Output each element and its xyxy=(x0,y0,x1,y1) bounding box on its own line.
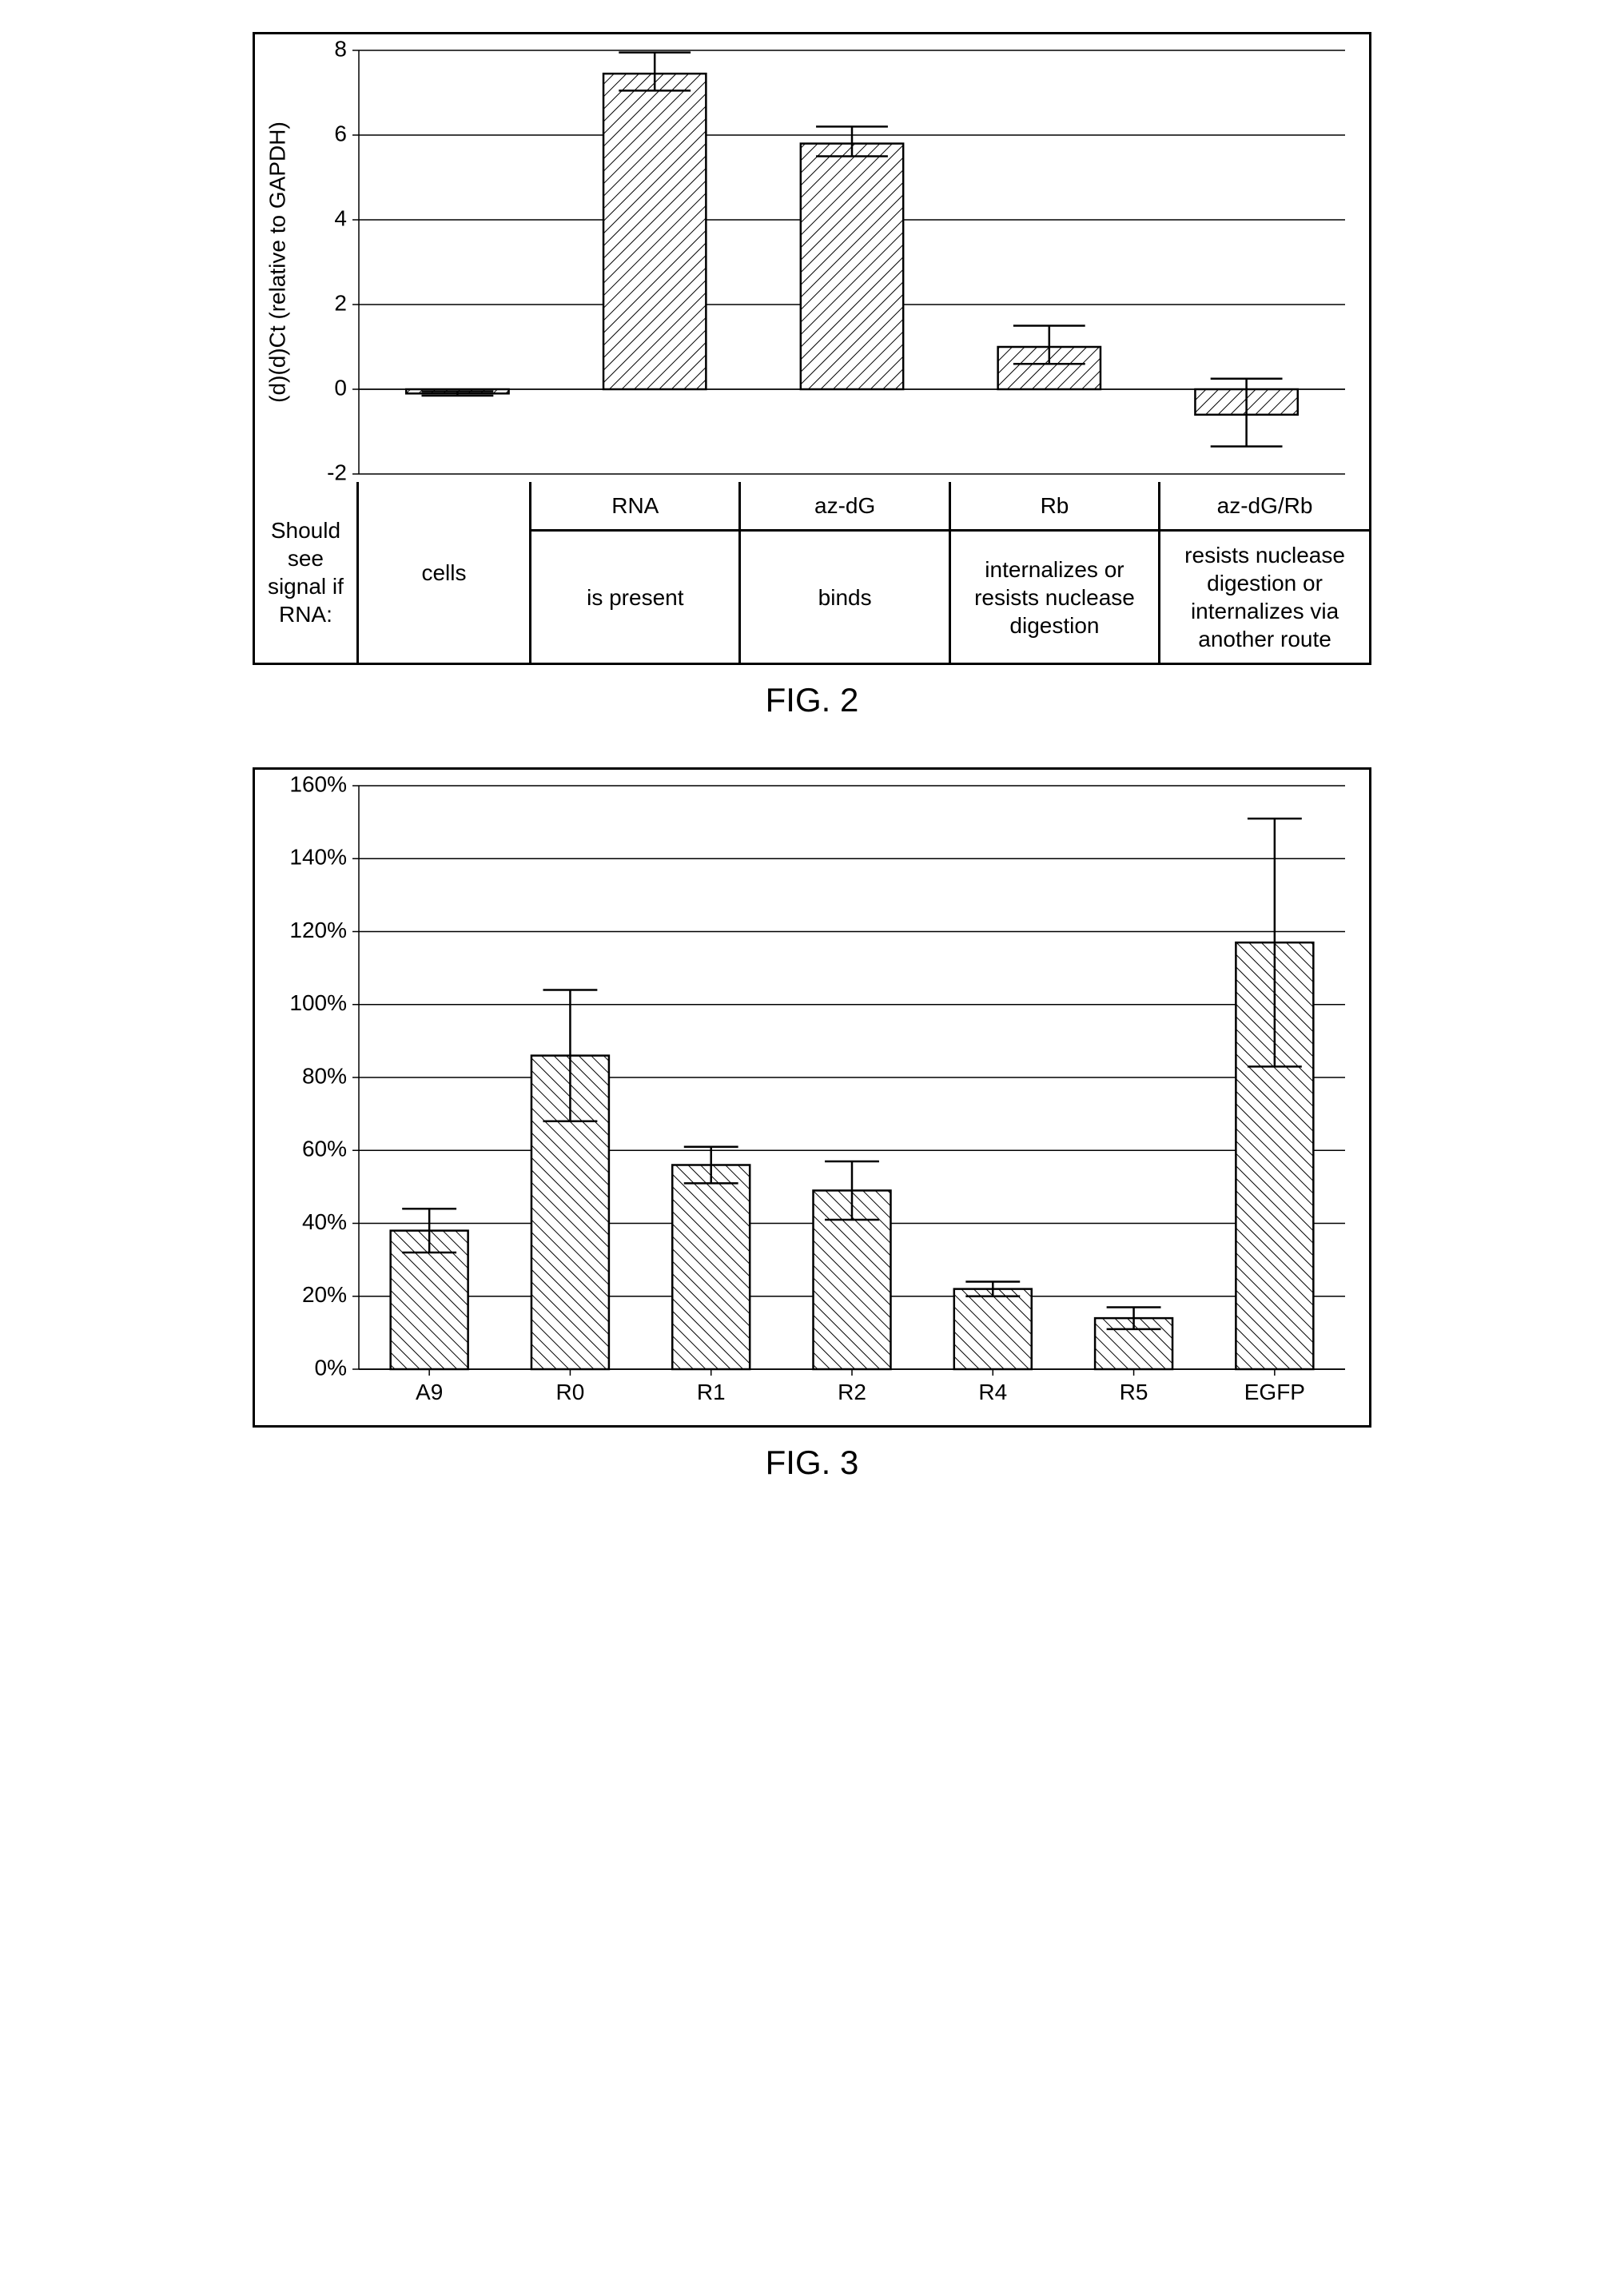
bar xyxy=(603,74,706,389)
y-tick-label: 140% xyxy=(289,845,347,870)
y-tick-label: 8 xyxy=(334,36,347,61)
bar xyxy=(954,1289,1032,1369)
fig2-table-header: cells xyxy=(357,482,530,663)
fig2-table: Should see signal if RNA:cellsRNAaz-dGRb… xyxy=(255,482,1369,663)
fig2-table-description: resists nuclease digestion or internaliz… xyxy=(1160,531,1369,663)
y-tick-label: 120% xyxy=(289,918,347,942)
figure-2: -2 0 2 4 6 8 (d)(d)Ct (relative to GAPDH) Shou… xyxy=(253,32,1371,719)
fig2-table-header: az-dG xyxy=(740,482,949,531)
y-tick-label: -2 xyxy=(327,460,347,482)
fig2-table-description: binds xyxy=(740,531,949,663)
y-tick-label: 40% xyxy=(302,1209,347,1234)
fig2-table-description: is present xyxy=(531,531,740,663)
x-tick-label: R0 xyxy=(556,1380,585,1404)
fig2-table-description: internalizes or resists nuclease digesti… xyxy=(949,531,1159,663)
fig3-chart: 0% 20% 40% 60% 80% 100% 120% 140% 160% A9 R0 R1 R2 R4… xyxy=(255,770,1369,1425)
fig3-panel: 0% 20% 40% 60% 80% 100% 120% 140% 160% A9 R0 R1 R2 R4… xyxy=(253,767,1371,1428)
y-axis-label: (d)(d)Ct (relative to GAPDH) xyxy=(265,121,289,403)
fig2-table-header: RNA xyxy=(531,482,740,531)
x-tick-label: R4 xyxy=(978,1380,1007,1404)
x-tick-label: R5 xyxy=(1120,1380,1148,1404)
figure-3: 0% 20% 40% 60% 80% 100% 120% 140% 160% A9 R0 R1 R2 R4… xyxy=(253,767,1371,1482)
y-tick-label: 0 xyxy=(334,375,347,400)
x-tick-label: EGFP xyxy=(1244,1380,1305,1404)
bar xyxy=(801,144,903,389)
y-tick-label: 2 xyxy=(334,290,347,315)
y-tick-label: 4 xyxy=(334,205,347,230)
fig3-caption: FIG. 3 xyxy=(253,1444,1371,1482)
fig2-table-header: Rb xyxy=(949,482,1159,531)
x-tick-label: R2 xyxy=(838,1380,866,1404)
y-tick-label: 0% xyxy=(315,1355,347,1380)
y-tick-label: 160% xyxy=(289,771,347,796)
fig2-chart: -2 0 2 4 6 8 (d)(d)Ct (relative to GAPDH) xyxy=(255,34,1369,482)
x-tick-label: A9 xyxy=(416,1380,443,1404)
bar xyxy=(672,1165,750,1370)
y-tick-label: 60% xyxy=(302,1137,347,1161)
fig2-table-header: az-dG/Rb xyxy=(1160,482,1369,531)
y-tick-label: 6 xyxy=(334,121,347,145)
y-tick-label: 100% xyxy=(289,990,347,1015)
fig2-panel: -2 0 2 4 6 8 (d)(d)Ct (relative to GAPDH) Shou… xyxy=(253,32,1371,665)
x-tick-label: R1 xyxy=(697,1380,726,1404)
y-tick-label: 20% xyxy=(302,1282,347,1307)
fig2-caption: FIG. 2 xyxy=(253,681,1371,719)
fig2-table-left-label: Should see signal if RNA: xyxy=(255,482,357,663)
y-tick-label: 80% xyxy=(302,1063,347,1088)
